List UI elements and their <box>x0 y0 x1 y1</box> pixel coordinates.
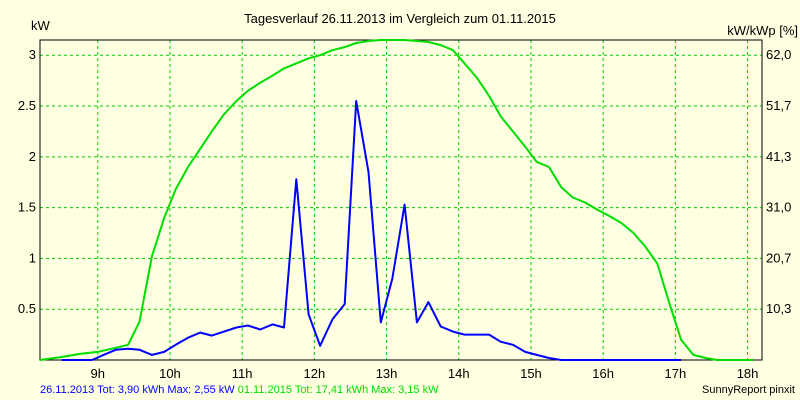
y-tick-label: 3 <box>29 47 36 62</box>
y-tick-label-right: 31,0 <box>766 200 791 215</box>
x-tick-label: 15h <box>520 366 542 381</box>
y-tick-label: 1 <box>29 250 36 265</box>
x-tick-label: 14h <box>448 366 470 381</box>
x-tick-label: 10h <box>159 366 181 381</box>
y-tick-label-right: 51,7 <box>766 98 791 113</box>
y-tick-label: 2.5 <box>18 98 36 113</box>
x-tick-label: 16h <box>592 366 614 381</box>
y-ticks-right: 10,3 20,7 31,0 41,3 51,7 62,0 <box>766 47 791 316</box>
left-axis-unit: kW <box>31 18 51 33</box>
x-tick-label: 11h <box>232 366 253 381</box>
chart-title: Tagesverlauf 26.11.2013 im Vergleich zum… <box>244 11 556 26</box>
credit-text: SunnyReport pinxit <box>702 384 795 396</box>
y-tick-label: 2 <box>29 149 36 164</box>
y-tick-label-right: 10,3 <box>766 301 791 316</box>
y-tick-label-right: 20,7 <box>766 250 791 265</box>
y-tick-label: 1.5 <box>18 200 36 215</box>
x-tick-label: 18h <box>737 366 759 381</box>
legend-footer: 26.11.2013 Tot: 3,90 kWh Max: 2,55 kW 01… <box>40 384 439 396</box>
x-tick-label: 13h <box>376 366 398 381</box>
x-ticks: 9h 10h 11h 12h 13h 14h 15h 16h 17h 18h <box>91 366 759 381</box>
y-ticks-left: 0.5 1 1.5 2 2.5 3 <box>18 47 36 316</box>
plot-frame <box>39 39 763 361</box>
x-tick-label: 12h <box>304 366 326 381</box>
x-tick-label: 17h <box>665 366 687 381</box>
legend-entry-2015: 01.11.2015 Tot: 17,41 kWh Max: 3,15 kW <box>238 384 439 396</box>
y-tick-label-right: 62,0 <box>766 47 791 62</box>
y-tick-label-right: 41,3 <box>766 149 791 164</box>
series-lines <box>39 39 754 361</box>
grid <box>40 40 762 360</box>
series-line-01.11.2015 <box>39 39 754 361</box>
legend-entry-2013: 26.11.2013 Tot: 3,90 kWh Max: 2,55 kW <box>40 384 235 396</box>
right-axis-unit: kW/kWp [%] <box>727 23 798 38</box>
x-tick-label: 9h <box>91 366 105 381</box>
series-line-26.11.2013 <box>61 100 682 361</box>
y-tick-label: 0.5 <box>18 301 36 316</box>
